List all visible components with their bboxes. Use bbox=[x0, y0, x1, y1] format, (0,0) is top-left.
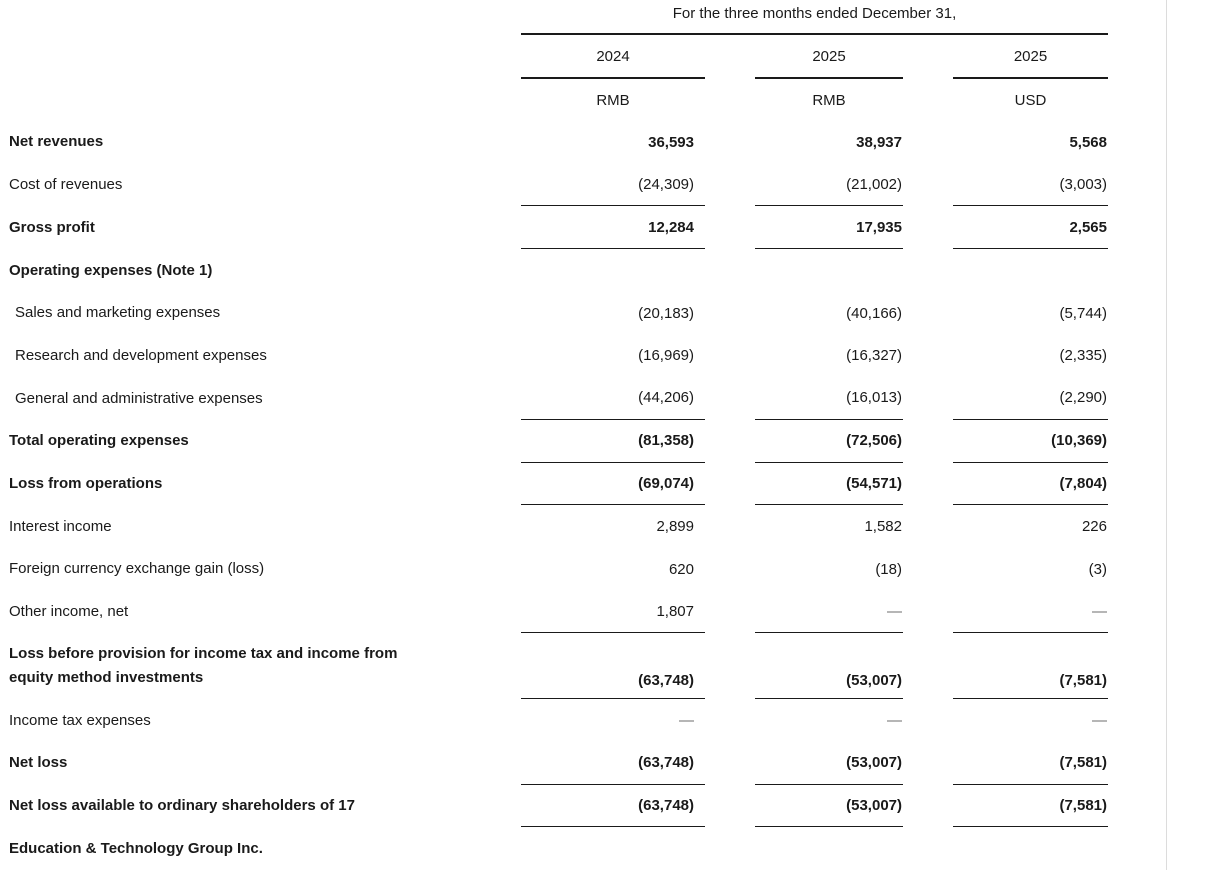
cell-value bbox=[521, 249, 705, 292]
cell-value: (7,581) bbox=[953, 742, 1108, 785]
cell-value: 226 bbox=[1081, 518, 1107, 536]
cell-value: 5,568 bbox=[1069, 133, 1107, 151]
col-year: 2024 bbox=[521, 35, 705, 79]
cell-value: (10,369) bbox=[953, 420, 1108, 463]
cell-value: (18) bbox=[875, 560, 902, 578]
col-currency: RMB bbox=[596, 91, 630, 109]
table-row: Interest income 2,899 1,582 226 bbox=[0, 505, 1166, 548]
row-label: Sales and marketing expenses bbox=[15, 304, 221, 322]
cell-value bbox=[521, 827, 705, 870]
cell-value: — bbox=[887, 712, 902, 730]
cell-value: 2,899 bbox=[656, 518, 694, 536]
page-edge-divider bbox=[1166, 0, 1167, 870]
cell-value: (16,013) bbox=[755, 377, 903, 420]
cell-value: — bbox=[1092, 712, 1107, 730]
cell-value: (3,003) bbox=[953, 164, 1108, 207]
cell-value: (53,007) bbox=[755, 633, 903, 700]
cell-value: (5,744) bbox=[1059, 304, 1107, 322]
table-row: Loss before provision for income tax and… bbox=[0, 633, 1166, 700]
cell-value: (2,290) bbox=[953, 377, 1108, 420]
row-label: Loss from operations bbox=[9, 474, 163, 492]
row-label: Cost of revenues bbox=[9, 176, 123, 194]
cell-value: (44,206) bbox=[521, 377, 705, 420]
table-row: Net revenues 36,593 38,937 5,568 bbox=[0, 121, 1166, 164]
col-currency: USD bbox=[1014, 91, 1047, 109]
cell-value bbox=[755, 827, 903, 870]
row-label: Foreign currency exchange gain (loss) bbox=[9, 560, 265, 578]
cell-value: (24,309) bbox=[521, 164, 705, 207]
table-row: Education & Technology Group Inc. bbox=[0, 827, 1166, 870]
table-row: Cost of revenues (24,309) (21,002) (3,00… bbox=[0, 164, 1166, 207]
currency-header-row: RMB RMB USD bbox=[0, 79, 1166, 121]
row-label: Income tax expenses bbox=[9, 711, 151, 729]
cell-value: 38,937 bbox=[856, 133, 902, 151]
row-label: General and administrative expenses bbox=[15, 389, 263, 407]
cell-value: (53,007) bbox=[755, 785, 903, 828]
table-row: Sales and marketing expenses (20,183) (4… bbox=[0, 292, 1166, 335]
cell-value: 12,284 bbox=[521, 206, 705, 250]
income-statement-table: For the three months ended December 31, … bbox=[0, 0, 1166, 870]
cell-value: (63,748) bbox=[521, 633, 705, 700]
cell-value: (7,804) bbox=[953, 463, 1108, 506]
table-row: Foreign currency exchange gain (loss) 62… bbox=[0, 548, 1166, 591]
cell-value: (63,748) bbox=[521, 742, 705, 785]
row-label: Total operating expenses bbox=[9, 432, 189, 450]
cell-value: (3) bbox=[1088, 560, 1107, 578]
col-currency: RMB bbox=[812, 91, 846, 109]
cell-value: (54,571) bbox=[755, 463, 903, 506]
cell-value bbox=[953, 249, 1108, 292]
row-label: Other income, net bbox=[9, 603, 129, 621]
cell-value: (69,074) bbox=[521, 463, 705, 506]
cell-value: (63,748) bbox=[521, 785, 705, 828]
col-year: 2025 bbox=[953, 35, 1108, 79]
cell-value bbox=[755, 249, 903, 292]
cell-value: 620 bbox=[668, 560, 694, 578]
table-row: Research and development expenses (16,96… bbox=[0, 334, 1166, 377]
row-label: Net loss available to ordinary sharehold… bbox=[9, 797, 355, 815]
row-label: Net loss bbox=[9, 754, 68, 772]
row-label: Operating expenses (Note 1) bbox=[9, 261, 213, 279]
period-title: For the three months ended December 31, bbox=[672, 5, 957, 22]
table-row: Gross profit 12,284 17,935 2,565 bbox=[0, 206, 1166, 250]
cell-value: (16,327) bbox=[846, 347, 902, 365]
cell-value: 1,807 bbox=[521, 591, 705, 634]
cell-value: (40,166) bbox=[846, 304, 902, 322]
cell-value: (2,335) bbox=[1059, 347, 1107, 365]
row-label: Education & Technology Group Inc. bbox=[9, 839, 263, 857]
table-row: Net loss available to ordinary sharehold… bbox=[0, 785, 1166, 828]
row-label: Gross profit bbox=[9, 218, 95, 236]
table-row: Operating expenses (Note 1) bbox=[0, 249, 1166, 292]
cell-value: — bbox=[755, 591, 903, 634]
cell-value: (21,002) bbox=[755, 164, 903, 207]
table-row: Total operating expenses (81,358) (72,50… bbox=[0, 420, 1166, 463]
cell-value: (16,969) bbox=[638, 347, 694, 365]
row-label: Interest income bbox=[9, 517, 112, 535]
cell-value: 2,565 bbox=[953, 206, 1108, 250]
table-row: General and administrative expenses (44,… bbox=[0, 377, 1166, 420]
cell-value: (81,358) bbox=[521, 420, 705, 463]
col-year: 2025 bbox=[755, 35, 903, 79]
table-row: Income tax expenses — — — bbox=[0, 699, 1166, 742]
table-row: Net loss (63,748) (53,007) (7,581) bbox=[0, 742, 1166, 785]
cell-value: — bbox=[679, 712, 694, 730]
row-label: Research and development expenses bbox=[15, 346, 267, 364]
table-header: For the three months ended December 31, bbox=[0, 0, 1166, 35]
cell-value bbox=[953, 827, 1108, 870]
table-row: Other income, net 1,807 — — bbox=[0, 591, 1166, 634]
cell-value: 17,935 bbox=[755, 206, 903, 250]
cell-value: (72,506) bbox=[755, 420, 903, 463]
cell-value: (20,183) bbox=[638, 304, 694, 322]
cell-value: — bbox=[953, 591, 1108, 634]
row-label: Loss before provision for income tax and… bbox=[9, 645, 398, 687]
cell-value: 1,582 bbox=[864, 518, 902, 536]
cell-value: (7,581) bbox=[953, 633, 1108, 700]
row-label: Net revenues bbox=[9, 133, 104, 151]
table-row: Loss from operations (69,074) (54,571) (… bbox=[0, 463, 1166, 506]
cell-value: (7,581) bbox=[953, 785, 1108, 828]
header-rule bbox=[521, 33, 1108, 35]
cell-value: 36,593 bbox=[648, 133, 694, 151]
cell-value: (53,007) bbox=[755, 742, 903, 785]
year-header-row: 2024 2025 2025 bbox=[0, 35, 1166, 79]
